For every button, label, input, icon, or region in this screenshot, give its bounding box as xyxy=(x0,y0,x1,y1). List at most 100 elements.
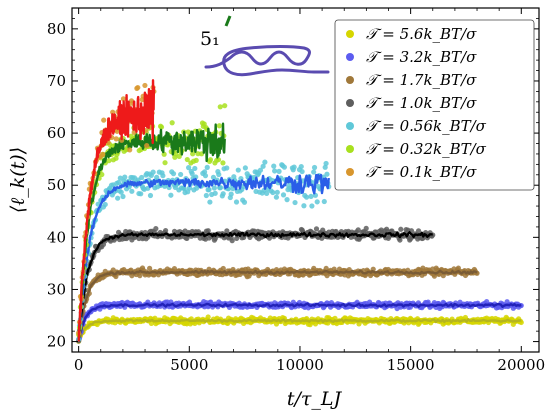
series-1-point xyxy=(205,314,211,320)
series-5-point xyxy=(303,194,310,200)
series-5-point xyxy=(309,203,315,209)
series-5-point xyxy=(264,190,270,197)
y-tick-label: 20 xyxy=(47,333,66,351)
series-5-point xyxy=(292,199,298,206)
knot-diagram xyxy=(204,45,330,77)
series-5-point xyxy=(272,168,278,174)
legend-label-2: 𝒯 = 3.2k_BT/σ xyxy=(366,48,477,66)
legend-marker-1 xyxy=(346,30,354,38)
series-7-point xyxy=(142,82,148,89)
series-6-point xyxy=(158,124,165,130)
legend-label-4: 𝒯 = 1.0k_BT/σ xyxy=(366,94,477,112)
series-7-point xyxy=(135,84,141,91)
series-5-point xyxy=(206,187,212,193)
series-5-point xyxy=(154,174,160,180)
series-6-point xyxy=(193,157,199,163)
series-5-point xyxy=(115,179,122,186)
series-5-point xyxy=(235,167,241,173)
series-3 xyxy=(76,265,480,344)
legend-marker-5 xyxy=(346,122,354,130)
plot-area xyxy=(76,79,524,344)
series-5-point xyxy=(204,164,210,170)
series-5-point xyxy=(118,189,124,195)
series-5-point xyxy=(138,191,144,197)
series-4-point xyxy=(224,228,230,234)
legend-marker-2 xyxy=(346,53,354,61)
series-4-point xyxy=(205,228,211,234)
series-7-point xyxy=(119,137,125,143)
series-5-point xyxy=(233,199,240,205)
series-3-point xyxy=(220,265,226,272)
series-5-point xyxy=(281,164,287,170)
series-5-point xyxy=(323,160,329,167)
series-7-point xyxy=(120,96,127,102)
x-tick-label: 5000 xyxy=(170,356,208,374)
series-6-point xyxy=(169,120,175,126)
legend-frame xyxy=(334,19,535,191)
series-7-line xyxy=(77,79,156,342)
legend-marker-7 xyxy=(346,168,354,176)
y-tick-label: 40 xyxy=(47,228,66,246)
series-5-point xyxy=(120,193,126,200)
series-5-point xyxy=(228,191,234,197)
y-axis-label: ⟨ℓ_k(t)⟩ xyxy=(7,147,29,213)
legend-label-6: 𝒯 = 0.32k_BT/σ xyxy=(366,140,487,158)
series-5-point xyxy=(298,163,304,170)
series-6-point xyxy=(176,153,182,160)
series-5-point xyxy=(203,192,209,199)
series-5-point xyxy=(291,164,297,170)
series-5-point xyxy=(168,192,174,198)
series-5-point xyxy=(274,189,280,195)
series-7 xyxy=(76,79,157,342)
x-tick-label: 20000 xyxy=(497,356,545,374)
series-3-point xyxy=(137,273,143,279)
series-5-line xyxy=(77,173,330,342)
series-5-point xyxy=(210,174,217,180)
series-5-point xyxy=(216,171,222,178)
series-5-point xyxy=(193,174,199,180)
series-7-point xyxy=(144,142,150,149)
y-tick-label: 30 xyxy=(47,280,66,298)
axis-ticks: 0 5000 10000 15000 20000 20 30 40 50 60 70 80 xyxy=(47,8,545,374)
series-5-point xyxy=(311,164,318,171)
series-6-point xyxy=(217,104,223,110)
series-4-point xyxy=(153,226,159,232)
series-5-point xyxy=(321,198,327,205)
series-5-point xyxy=(271,163,277,169)
series-5-point xyxy=(207,199,213,205)
y-tick-label: 50 xyxy=(47,176,66,194)
series-5-point xyxy=(211,185,217,191)
series-5-point xyxy=(217,185,224,191)
series-5-point xyxy=(260,163,266,169)
legend-label-3: 𝒯 = 1.7k_BT/σ xyxy=(366,71,477,89)
series-5-point xyxy=(129,188,135,194)
series-5-point xyxy=(276,168,282,174)
series-5-point xyxy=(122,174,128,180)
series-5-point xyxy=(117,175,123,181)
knot-end-segment xyxy=(224,15,232,27)
series-5-point xyxy=(284,197,290,203)
series-5-point xyxy=(242,165,248,171)
series-7-point xyxy=(100,151,106,158)
series-2-line xyxy=(77,302,522,342)
series-5-point xyxy=(147,192,154,199)
series-4-point xyxy=(163,227,169,234)
series-5-point xyxy=(280,192,287,198)
y-tick-label: 60 xyxy=(47,124,66,142)
series-4-point xyxy=(363,225,369,231)
series-4-point xyxy=(229,238,235,244)
x-axis-label: t/τ_LJ xyxy=(287,388,343,410)
series-5-point xyxy=(314,199,320,205)
series-5-point xyxy=(311,169,317,175)
legend-marker-6 xyxy=(346,145,354,153)
series-5-point xyxy=(160,173,166,179)
series-1-point xyxy=(356,321,362,327)
series-5-point xyxy=(189,171,195,177)
series-7-point xyxy=(113,136,119,142)
series-3-line xyxy=(77,269,478,342)
series-5-point xyxy=(102,201,108,208)
legend-marker-3 xyxy=(346,76,354,84)
series-4-point xyxy=(397,237,403,243)
series-6-point xyxy=(99,171,105,178)
